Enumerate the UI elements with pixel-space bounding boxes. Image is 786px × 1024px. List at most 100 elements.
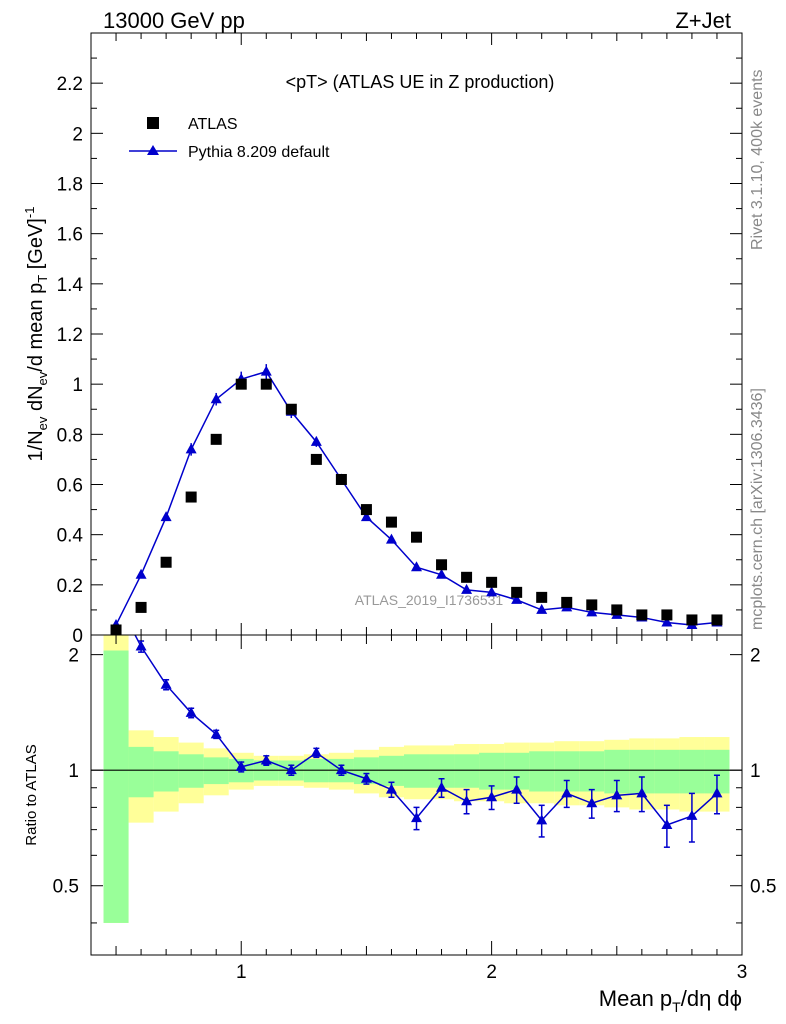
y-axis-label-main: 1/Nev dNev/d mean pT [GeV]-1 [22,207,50,462]
y-tick-label-main: 0.8 [57,425,83,446]
ratio-point [661,818,673,829]
uncertainty-band-inner [454,754,480,788]
legend: ATLAS Pythia 8.209 default [129,116,330,161]
atlas-point [310,453,322,465]
atlas-point [561,596,573,608]
uncertainty-band-inner [654,749,680,794]
y-tick-label-main: 0.2 [57,576,83,597]
y-tick-label-ratio-right: 0.5 [750,877,776,898]
ratio-point [111,593,122,603]
ratio-point [686,809,698,820]
uncertainty-band-inner [153,751,179,792]
pythia-point [661,616,673,627]
ratio-point [185,706,197,717]
atlas-point [636,609,648,621]
y-tick-label-ratio-right: 2 [750,646,761,667]
y-tick-label-main: 0.4 [57,526,84,547]
pythia-point [461,583,473,594]
atlas-point [536,591,548,603]
atlas-point [135,601,147,613]
uncertainty-band-inner [479,752,505,790]
y-axis-label-ratio: Ratio to ATLAS [23,744,40,845]
x-tick-label: 1 [236,962,247,983]
atlas-point [235,378,247,390]
pythia-point [536,603,548,614]
ratio-point [235,760,247,771]
y-tick-label-main: 1.8 [57,175,83,196]
pythia-point [511,593,523,604]
uncertainty-band-inner [378,755,404,786]
pythia-point [210,393,222,404]
atlas-point [411,531,422,543]
pythia-point [185,443,197,454]
ratio-point [360,772,372,783]
y-tick-label-main: 2.2 [57,74,83,95]
pythia-point [411,561,422,572]
atlas-point [160,556,172,568]
ratio-point [160,678,172,689]
ratio-point [335,764,347,775]
side-label-rivet: Rivet 3.1.10, 400k events [749,69,766,250]
pythia-point [135,568,147,579]
ratio-point [461,795,473,806]
pythia-point [360,511,372,522]
legend-marker-pythia [147,145,159,155]
atlas-point [511,586,523,598]
y-tick-label-main: 0.6 [57,476,83,497]
ratio-point [210,728,222,739]
atlas-point [486,576,498,588]
atlas-point [385,516,397,528]
atlas-point [335,473,347,485]
y-tick-label-main: 2 [72,124,83,145]
y-tick-label-ratio: 0.5 [53,877,79,898]
atlas-point [586,599,598,611]
y-tick-label-ratio: 2 [68,646,79,667]
pythia-point [260,365,272,376]
atlas-point [661,609,673,621]
ratio-point [260,754,272,765]
y-tick-label-main: 1.6 [57,225,83,246]
uncertainty-band-inner [178,754,204,788]
ratio-point [486,791,498,802]
y-tick-label-main: 1 [72,375,83,396]
ratio-point [611,789,623,800]
uncertainty-band-inner [579,751,605,792]
uncertainty-band-inner [679,749,705,794]
ratio-point [310,746,322,757]
pythia-point [486,586,498,597]
uncertainty-band-inner [529,751,555,792]
y-tick-label-ratio: 1 [68,761,79,782]
ratio-point [511,783,523,794]
pythia-point [160,511,172,522]
y-tick-label-ratio-right: 1 [750,761,761,782]
atlas-point [611,604,623,616]
ratio-point [285,764,297,775]
uncertainty-band-inner [103,650,129,923]
pythia-point [310,435,322,446]
ratio-point [586,797,598,808]
atlas-point [285,403,297,415]
legend-label-atlas: ATLAS [188,116,238,133]
atlas-point [360,504,372,516]
atlas-point [185,491,197,503]
header-right: Z+Jet [675,8,731,33]
atlas-point [686,614,698,626]
atlas-point [260,378,272,390]
uncertainty-band-inner [403,754,430,788]
side-label-mcplots: mcplots.cern.ch [arXiv:1306.3436] [749,388,766,630]
ratio-point [711,787,723,798]
x-axis-label: Mean pT/dη dϕ [599,986,742,1015]
pythia-point [436,568,448,579]
uncertainty-band-inner [128,746,154,798]
ratio-point [536,814,548,825]
pythia-point [586,606,598,617]
y-tick-label-main: 1.4 [57,275,84,296]
atlas-point [711,614,723,626]
x-tick-label: 2 [486,962,497,983]
y-tick-label-main: 1.2 [57,325,83,346]
ratio-point [411,812,422,823]
atlas-point [461,571,473,583]
header-left: 13000 GeV pp [103,8,245,33]
ratio-point [561,787,573,798]
